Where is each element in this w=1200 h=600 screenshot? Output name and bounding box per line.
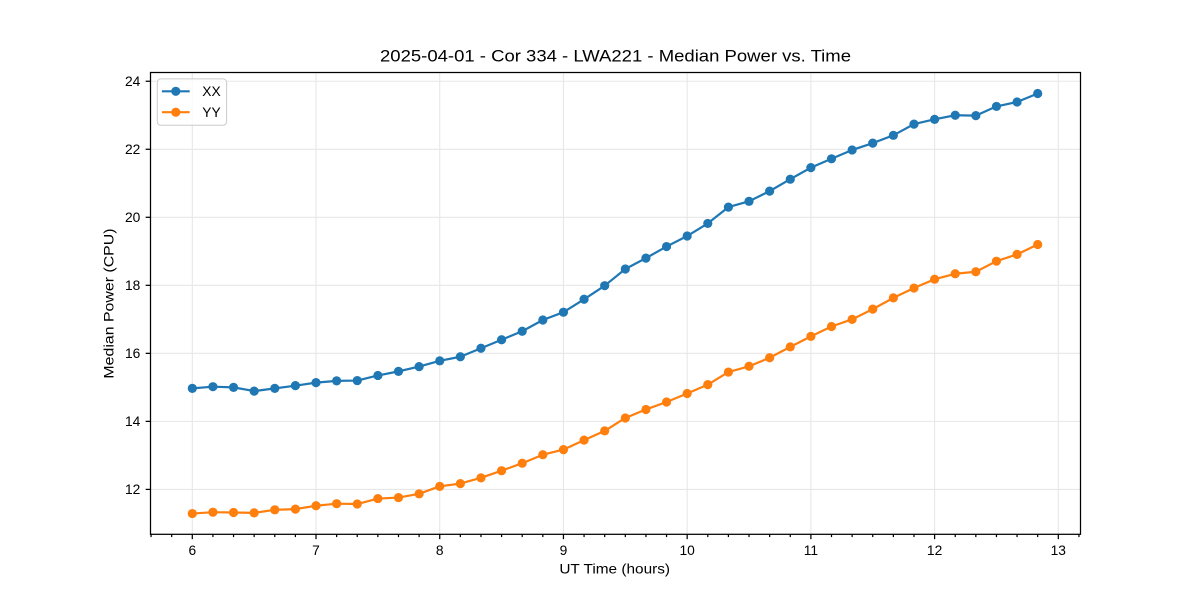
svg-text:8: 8 [436, 543, 444, 558]
svg-text:13: 13 [1051, 543, 1067, 558]
svg-text:UT Time (hours): UT Time (hours) [559, 561, 670, 577]
svg-text:11: 11 [804, 543, 818, 558]
svg-text:9: 9 [560, 543, 568, 558]
svg-text:22: 22 [125, 142, 140, 157]
svg-text:6: 6 [188, 543, 196, 558]
svg-text:12: 12 [927, 543, 942, 558]
svg-text:10: 10 [679, 543, 695, 558]
svg-text:16: 16 [125, 346, 141, 361]
svg-text:2025-04-01 - Cor 334 - LWA221: 2025-04-01 - Cor 334 - LWA221 - Median P… [380, 47, 851, 66]
svg-text:YY: YY [202, 105, 220, 120]
svg-text:7: 7 [312, 543, 320, 558]
svg-text:XX: XX [202, 84, 220, 99]
svg-text:24: 24 [125, 74, 141, 89]
svg-text:20: 20 [125, 210, 141, 225]
svg-text:Median Power (CPU): Median Power (CPU) [101, 228, 117, 378]
svg-text:12: 12 [125, 482, 140, 497]
svg-text:18: 18 [125, 278, 141, 293]
svg-text:14: 14 [125, 414, 141, 429]
